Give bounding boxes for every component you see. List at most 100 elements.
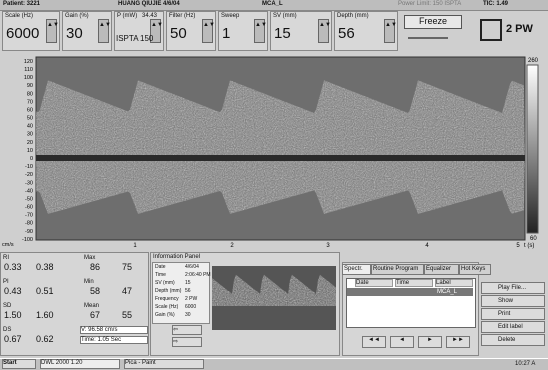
y-axis-label: 100 (24, 75, 33, 81)
info-value: 4/6/04 (185, 264, 199, 270)
spin-button[interactable]: ▲▼ (46, 19, 57, 43)
info-value: 56 (185, 288, 191, 294)
info-key: Frequency (155, 296, 179, 302)
freeze-button[interactable]: Freeze (404, 15, 462, 29)
measure-value: 0.67 (4, 334, 22, 344)
y-axis-label: 20 (27, 140, 33, 146)
clock: 10:27 A (515, 361, 535, 367)
spin-button[interactable]: ▲▼ (318, 19, 329, 43)
y-axis-label: -90 (25, 229, 33, 235)
nav-button[interactable]: ►► (446, 336, 470, 348)
spin-button[interactable]: ▲▼ (384, 19, 395, 43)
spin-button[interactable]: ▲▼ (202, 19, 213, 43)
action-button[interactable]: Delete (481, 334, 545, 346)
row-label: MCA_L (437, 289, 457, 295)
info-value: 2:06:40 PM (185, 272, 211, 278)
measure-label: Min (84, 279, 94, 285)
y-axis-label: 0 (30, 156, 33, 162)
control-label: Gain (%) (65, 13, 89, 19)
info-key: Time (155, 272, 166, 278)
action-button[interactable]: Play File... (481, 282, 545, 294)
cursor-velocity: V: 96.58 cm/s (80, 326, 148, 334)
info-key: Gain (%) (155, 312, 175, 318)
column-header: Time (395, 279, 433, 287)
spin-button[interactable]: ▲▼ (254, 19, 265, 43)
y-axis-label: -30 (25, 180, 33, 186)
tab[interactable]: Spectr. (342, 264, 371, 275)
control-label: Scale (Hz) (5, 13, 33, 19)
measure-value: 0.38 (36, 262, 54, 272)
info-value: 6000 (185, 304, 196, 310)
export-button[interactable]: ⇦ (172, 325, 202, 335)
action-button[interactable]: Show (481, 295, 545, 307)
measure-value: 0.43 (4, 286, 22, 296)
nav-button[interactable]: ◄◄ (362, 336, 386, 348)
mode-icon[interactable] (480, 19, 502, 41)
y-axis-label: 60 (27, 107, 33, 113)
task-item[interactable]: Pica - Paint (124, 359, 204, 369)
y-axis-label: 70 (27, 99, 33, 105)
measure-label: Mean (84, 303, 99, 309)
column-header: Date (355, 279, 393, 287)
y-axis-label: 40 (27, 124, 33, 130)
control-value: 6000 (6, 25, 39, 42)
start-button[interactable]: Start (2, 359, 36, 369)
x-axis-label: 3 (326, 243, 330, 249)
info-key: Scale (Hz) (155, 304, 178, 310)
y-axis-label: -20 (25, 172, 33, 178)
y-axis-label: 110 (24, 67, 33, 73)
tab[interactable]: Routine Program (371, 264, 424, 275)
vessel: MCA_L (262, 1, 283, 7)
y-axis-label: -60 (25, 205, 33, 211)
y-axis-label: 10 (27, 148, 33, 154)
measure-value: 55 (122, 310, 132, 320)
info-key: Depth (mm) (155, 288, 181, 294)
info-value: 15 (185, 280, 191, 286)
measure-label: DS (3, 327, 11, 333)
baseline-band (36, 155, 525, 161)
task-item[interactable]: DWL 2000 1.20 (40, 359, 120, 369)
tab[interactable]: Equalizer (424, 264, 459, 275)
y-unit: cm/s (2, 242, 14, 248)
info-key: SV (mm) (155, 280, 175, 286)
control-label: Sweep (221, 13, 239, 19)
control-row: Scale (Hz)6000▲▼Gain (%)30▲▼P (mW)34.43▲… (0, 11, 548, 53)
colorbar-top: 260 (528, 58, 539, 64)
patient: Patient: 3221 (3, 1, 40, 7)
spectrum: 1201101009080706050403020100-10-20-30-40… (0, 54, 548, 254)
action-button[interactable]: Print (481, 308, 545, 320)
measure-value: 1.60 (36, 310, 54, 320)
y-axis-label: -100 (22, 237, 33, 243)
x-axis-label: 1 (133, 243, 137, 249)
control-label: P (mW) (117, 13, 137, 19)
y-axis-label: 90 (27, 83, 33, 89)
measure-value: 75 (122, 262, 132, 272)
action-button[interactable]: Edit label (481, 321, 545, 333)
app-window: Patient: 3221 HUANG QIUJIE 4/6/04 MCA_L … (0, 0, 548, 370)
control-value: 1 (222, 25, 230, 42)
power-limit: Power Limit: 150 ISPTA (398, 1, 461, 7)
nav-button[interactable]: ◄ (390, 336, 414, 348)
y-axis-label: 50 (27, 116, 33, 122)
x-axis-label: 2 (230, 243, 234, 249)
y-axis-label: -80 (25, 221, 33, 227)
column-header: Label (435, 279, 473, 287)
measure-value: 58 (90, 286, 100, 296)
tab[interactable]: Hot Keys (459, 264, 491, 275)
patient-name: HUANG QIUJIE 4/6/04 (118, 1, 180, 7)
info-title: Information Panel (153, 254, 200, 260)
measure-label: PI (3, 279, 9, 285)
cursor-time: Time: 1.05 Sec (80, 336, 148, 344)
spin-button[interactable]: ▲▼ (98, 19, 109, 43)
nav-button[interactable]: ► (418, 336, 442, 348)
measure-label: RI (3, 255, 9, 261)
import-button[interactable]: ⇨ (172, 337, 202, 347)
measure-value: 0.62 (36, 334, 54, 344)
y-axis-label: 80 (27, 91, 33, 97)
control-value: 15 (274, 25, 291, 42)
x-axis-label: 4 (425, 243, 429, 249)
thumbnail (212, 266, 336, 330)
control-value: 50 (170, 25, 187, 42)
